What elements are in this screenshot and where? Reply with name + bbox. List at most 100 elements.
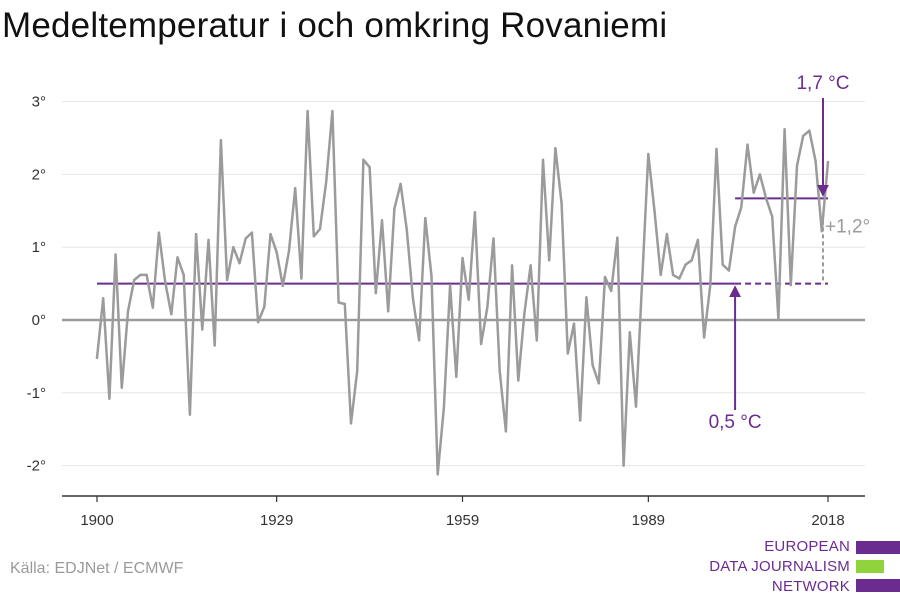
data-point bbox=[597, 382, 600, 385]
data-point bbox=[132, 278, 136, 282]
data-point bbox=[591, 363, 594, 367]
data-point bbox=[535, 339, 539, 342]
data-point bbox=[374, 291, 377, 295]
data-point bbox=[95, 356, 99, 360]
data-point bbox=[201, 328, 204, 331]
data-point bbox=[777, 317, 780, 320]
data-point bbox=[182, 273, 185, 277]
data-point bbox=[678, 277, 681, 280]
y-tick-label: -2° bbox=[27, 458, 46, 475]
data-point bbox=[647, 152, 650, 156]
baseline-label: 0,5 °C bbox=[709, 412, 762, 433]
data-point bbox=[560, 202, 563, 205]
data-point bbox=[504, 430, 508, 433]
data-point bbox=[405, 227, 408, 231]
source-note: Källa: EDJNet / ECMWF bbox=[10, 560, 184, 577]
data-point bbox=[653, 209, 656, 212]
x-tick-label: 1929 bbox=[260, 512, 293, 529]
data-point bbox=[467, 298, 470, 301]
logo-bar-middle bbox=[856, 560, 884, 573]
logo-bar-bottom bbox=[856, 579, 900, 592]
data-point bbox=[461, 256, 464, 260]
data-point bbox=[492, 237, 495, 240]
data-point bbox=[579, 419, 582, 422]
data-point bbox=[368, 165, 371, 169]
data-point bbox=[207, 238, 210, 242]
data-point bbox=[281, 284, 285, 287]
data-point bbox=[702, 336, 706, 339]
data-point bbox=[795, 164, 799, 167]
data-point bbox=[609, 289, 613, 293]
difference-label: +1,2° bbox=[825, 216, 870, 237]
data-point bbox=[325, 180, 328, 183]
data-point bbox=[417, 339, 421, 342]
data-point bbox=[256, 320, 260, 324]
data-point bbox=[139, 273, 142, 277]
data-point bbox=[411, 296, 415, 300]
x-tick-label: 2018 bbox=[811, 512, 844, 529]
data-point bbox=[671, 273, 675, 277]
data-point bbox=[585, 296, 588, 299]
data-point bbox=[424, 216, 427, 220]
data-point bbox=[287, 249, 291, 253]
data-point bbox=[783, 128, 786, 131]
data-point bbox=[517, 379, 520, 382]
data-point bbox=[715, 147, 718, 151]
data-point bbox=[442, 406, 446, 409]
data-point bbox=[120, 386, 123, 389]
data-point bbox=[238, 262, 241, 265]
data-point bbox=[659, 273, 662, 277]
logo-line-2: DATA JOURNALISM bbox=[709, 558, 850, 575]
data-point bbox=[386, 310, 390, 313]
data-point bbox=[498, 369, 501, 373]
data-point bbox=[740, 205, 743, 209]
data-point bbox=[746, 143, 749, 146]
data-point bbox=[826, 160, 830, 164]
data-point bbox=[634, 405, 638, 408]
recent-mean-label: 1,7 °C bbox=[796, 73, 849, 94]
data-point bbox=[163, 280, 167, 283]
data-point bbox=[548, 259, 551, 262]
data-point bbox=[448, 283, 452, 287]
data-point bbox=[300, 277, 303, 280]
data-point bbox=[108, 397, 111, 400]
y-tick-label: 2° bbox=[32, 166, 46, 183]
data-point bbox=[331, 109, 334, 113]
data-point bbox=[343, 302, 346, 306]
data-point bbox=[727, 269, 731, 272]
data-point bbox=[176, 256, 179, 259]
data-point bbox=[764, 197, 768, 200]
data-point bbox=[318, 227, 322, 231]
y-tick-label: -1° bbox=[27, 385, 46, 402]
data-point bbox=[814, 160, 817, 163]
data-point bbox=[194, 232, 198, 236]
y-axis: 3° 2° 1° 0° -1° -2° bbox=[27, 94, 46, 475]
data-point bbox=[101, 296, 105, 300]
data-point bbox=[188, 413, 192, 416]
data-point bbox=[244, 237, 247, 240]
y-tick-label: 0° bbox=[32, 312, 46, 329]
data-point bbox=[603, 275, 607, 279]
data-point bbox=[337, 301, 340, 304]
data-point bbox=[275, 251, 278, 254]
data-point bbox=[349, 422, 353, 425]
data-point bbox=[263, 305, 266, 309]
data-point bbox=[665, 232, 669, 236]
data-point bbox=[151, 306, 154, 309]
data-point bbox=[393, 207, 396, 210]
data-point bbox=[479, 342, 483, 346]
data-point bbox=[312, 235, 316, 238]
data-point bbox=[808, 129, 811, 132]
data-point bbox=[306, 109, 309, 113]
logo-text: EUROPEAN DATA JOURNALISM NETWORK bbox=[709, 537, 850, 597]
edjnet-logo: EUROPEAN DATA JOURNALISM NETWORK bbox=[700, 537, 900, 597]
data-point bbox=[640, 278, 644, 282]
data-point bbox=[510, 264, 514, 267]
data-point bbox=[380, 219, 384, 222]
data-point bbox=[566, 352, 570, 355]
data-point bbox=[250, 231, 254, 234]
data-point bbox=[758, 173, 762, 176]
data-point bbox=[802, 134, 805, 138]
data-point bbox=[622, 464, 625, 467]
